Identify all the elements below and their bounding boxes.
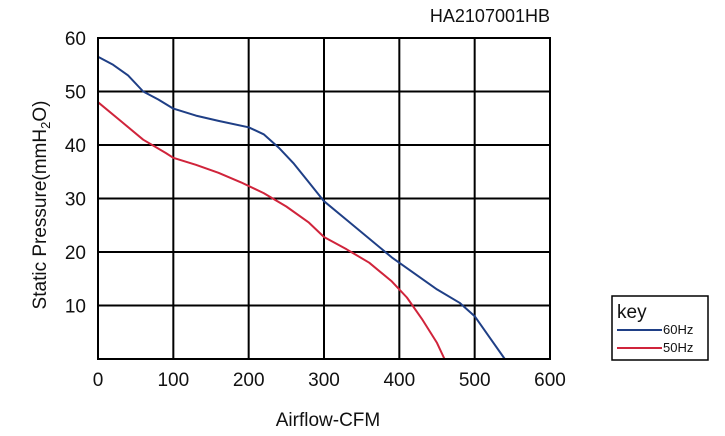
x-tick-label: 200 <box>233 370 265 391</box>
series-line-60hz <box>97 55 506 360</box>
y-tick-label: 30 <box>65 190 86 211</box>
x-axis-title: Airflow-CFM <box>276 410 381 431</box>
tick-labels: 0 100 200 300 400 500 600 10 20 30 40 50 60 <box>65 29 566 391</box>
y-axis-title: Static Pressure(mmH2O) <box>30 101 53 310</box>
x-tick-label: 400 <box>383 370 415 391</box>
y-tick-label: 20 <box>65 243 86 264</box>
series-line-50hz <box>97 101 446 360</box>
plot-frame <box>97 37 551 360</box>
legend-title: key <box>617 302 647 323</box>
legend-box <box>611 295 709 361</box>
legend-entries: 60Hz 50Hz <box>617 322 693 355</box>
y-tick-label: 60 <box>65 29 86 50</box>
x-tick-label: 0 <box>93 370 104 391</box>
x-tick-label: 500 <box>459 370 491 391</box>
legend-label-50hz: 50Hz <box>663 340 693 355</box>
legend: key 60Hz 50Hz <box>611 295 709 361</box>
y-axis-title-main: Static Pressure(mmH <box>30 129 51 310</box>
y-tick-label: 40 <box>65 136 86 157</box>
legend-label-60hz: 60Hz <box>663 322 693 337</box>
x-tick-label: 600 <box>534 370 566 391</box>
y-axis-title-subscript: 2 <box>38 122 53 129</box>
series-lines <box>97 55 506 360</box>
grid <box>98 38 550 359</box>
y-tick-label: 50 <box>65 83 86 104</box>
x-tick-label: 300 <box>308 370 340 391</box>
y-tick-label: 10 <box>65 297 86 318</box>
x-tick-label: 100 <box>157 370 189 391</box>
y-axis-title-end: O) <box>30 101 51 122</box>
chart-title: HA2107001HB <box>430 6 550 26</box>
